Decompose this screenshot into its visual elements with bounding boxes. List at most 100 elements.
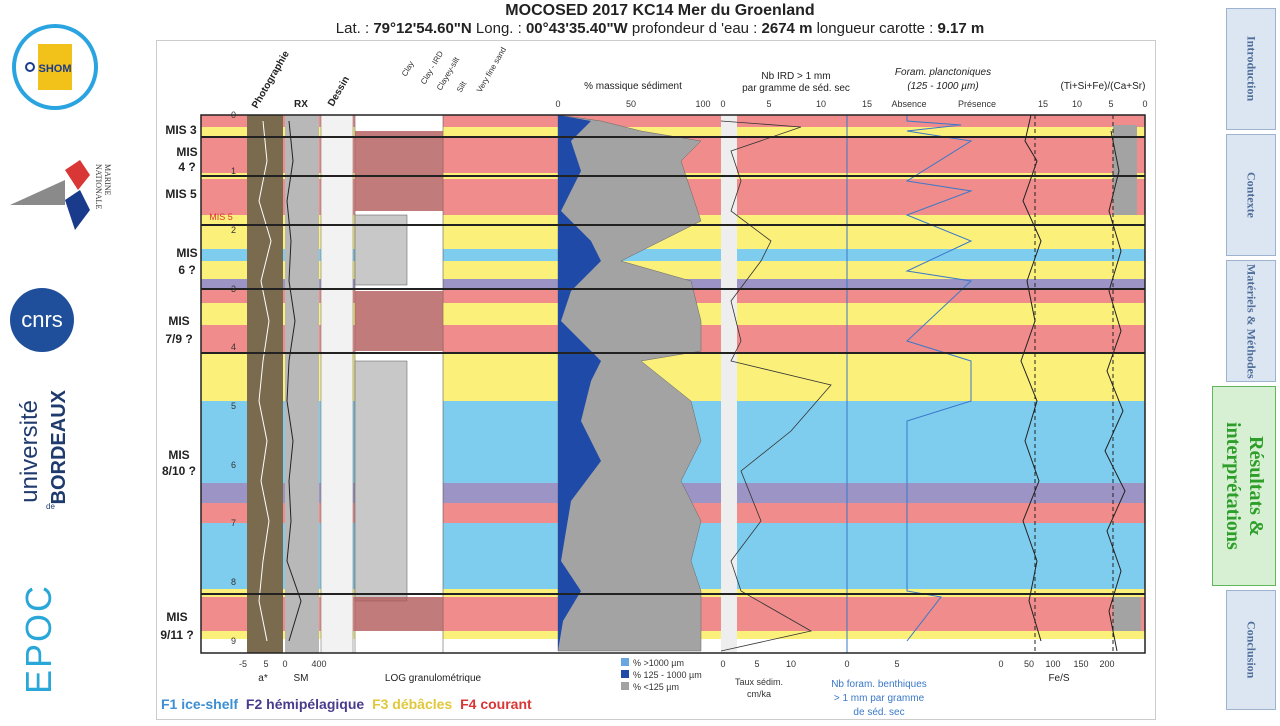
depth-axis: 0 1 2 3 4 5 6 7 8 9	[231, 110, 236, 646]
figure-frame	[200, 114, 1146, 654]
astar-tick: -5	[239, 659, 247, 669]
facies-f3: F3 débâcles	[372, 696, 452, 712]
bordeaux-label-2: BORDEAUX	[48, 390, 70, 505]
mass-tick: 50	[626, 99, 636, 109]
col-dessin: Dessin	[326, 75, 352, 109]
fes-tick: 50	[1024, 659, 1034, 669]
mis-label: 6 ?	[178, 263, 195, 277]
core-value: 9.17 m	[937, 20, 985, 37]
depth-value: 2674 m	[761, 20, 813, 37]
astar-curve	[258, 120, 272, 642]
log-label: LOG granulométrique	[385, 673, 482, 684]
ird-tick: 15	[862, 99, 872, 109]
xrf-tick: 0	[1142, 99, 1147, 109]
col-mass: % massique sédiment	[584, 81, 682, 92]
mis-label: MIS	[168, 314, 189, 328]
depth-tick: 4	[231, 342, 236, 352]
log-block	[354, 214, 408, 286]
bordeaux-de: de	[46, 502, 55, 511]
col-ird-1: Nb IRD > 1 mm	[761, 71, 830, 82]
sm-tick: 0	[282, 659, 287, 669]
mis-label: MIS 5	[209, 212, 233, 222]
tab-resultats[interactable]: Résultats & interprétations	[1212, 386, 1276, 586]
benth-3: de séd. sec	[853, 707, 904, 718]
grain-clay: Clay	[400, 60, 416, 78]
foram-absence: Absence	[891, 99, 926, 109]
legend-swatch-1000	[621, 658, 629, 666]
sed-rate-2: cm/ka	[747, 689, 771, 699]
epoc-label: EPOC	[18, 584, 59, 695]
tab-contexte-label: Contexte	[1244, 172, 1259, 218]
sed-tick: 10	[786, 659, 796, 669]
fes-tick: 200	[1099, 659, 1114, 669]
ird-tick: 0	[720, 99, 725, 109]
mis-label: MIS	[176, 246, 197, 260]
sm-tick: 400	[311, 659, 326, 669]
depth-tick: 1	[231, 166, 236, 176]
rx-image	[285, 115, 319, 653]
depth-tick: 9	[231, 636, 236, 646]
col-ird-2: par gramme de séd. sec	[742, 83, 850, 94]
fes-curve	[1020, 114, 1042, 642]
sm-curve	[286, 120, 302, 642]
svg-text:SHOM: SHOM	[39, 63, 72, 75]
col-foram-2: (125 - 1000 µm)	[907, 81, 978, 92]
log-block	[355, 291, 443, 351]
long-value: 00°43'35.40"W	[525, 20, 628, 37]
tab-materiels-methodes[interactable]: Matériels & Méthodes	[1226, 260, 1276, 382]
astar-label: a*	[258, 673, 268, 684]
foram-curve	[905, 115, 973, 642]
depth-tick: 2	[231, 225, 236, 235]
long-label: Long. :	[475, 20, 522, 37]
sed-tick: 0	[720, 659, 725, 669]
figure-title-text: MOCOSED 2017 KC14 Mer du Groenland	[505, 2, 815, 19]
lat-label: Lat. :	[335, 20, 370, 37]
mass-tick: 0	[555, 99, 560, 109]
cnrs-logo: cnrs	[10, 288, 74, 352]
core-figure: MIS 3 MIS 4 ? MIS 5 MIS 5 MIS 6 ? MIS 7/…	[156, 40, 1156, 720]
facies-f2: F2 hémipélagique	[246, 696, 364, 712]
grain-vfs: Very fine sand	[475, 46, 508, 94]
depth-tick: 7	[231, 518, 236, 528]
figure-title: MOCOSED 2017 KC14 Mer du Groenland	[160, 2, 1160, 20]
log-block	[355, 597, 443, 631]
col-photo: Photographie	[250, 49, 292, 111]
fes-tick: 100	[1045, 659, 1060, 669]
log-block	[354, 360, 408, 602]
col-rx: RX	[294, 99, 308, 110]
xrf-area	[1113, 597, 1141, 631]
tab-resultats-label: Résultats & interprétations	[1222, 422, 1267, 550]
xrf-curve	[1104, 130, 1126, 652]
facies-f1: F1 ice-shelf	[161, 696, 238, 712]
xrf-tick: 10	[1072, 99, 1082, 109]
mis-boundaries	[201, 136, 1145, 595]
bordeaux-label-1: université	[16, 400, 43, 503]
mis-label: MIS	[166, 610, 187, 624]
mis-label: MIS	[168, 448, 189, 462]
tab-contexte[interactable]: Contexte	[1226, 134, 1276, 256]
log-block	[355, 131, 443, 211]
shom-logo: SHOM	[12, 24, 98, 110]
depth-tick: 6	[231, 460, 236, 470]
tab-materiels-label: Matériels & Méthodes	[1244, 263, 1259, 379]
legend-swatch-lt125	[621, 682, 629, 690]
fes-label: Fe/S	[1048, 673, 1069, 684]
depth-label: profondeur d 'eau :	[631, 20, 758, 37]
depth-tick: 0	[231, 110, 236, 120]
mis-label: 7/9 ?	[165, 332, 192, 346]
mis-label: MIS	[176, 145, 197, 159]
tab-conclusion[interactable]: Conclusion	[1226, 590, 1276, 710]
tab-conclusion-label: Conclusion	[1244, 621, 1259, 679]
xrf-tick: 15	[1038, 99, 1048, 109]
epoc-logo: EPOC	[18, 584, 68, 694]
mass-tick: 100	[695, 99, 710, 109]
lat-value: 79°12'54.60"N	[373, 20, 472, 37]
benth-1: Nb foram. benthiques	[831, 679, 927, 690]
mis-label: 9/11 ?	[160, 628, 193, 642]
depth-tick: 5	[231, 401, 236, 411]
tab-introduction[interactable]: Introduction	[1226, 8, 1276, 130]
xrf-tick: 5	[1108, 99, 1113, 109]
sed-rate-1: Taux sédim.	[735, 677, 783, 687]
ird-tick: 5	[766, 99, 771, 109]
col-foram-1: Foram. planctoniques	[895, 67, 991, 78]
